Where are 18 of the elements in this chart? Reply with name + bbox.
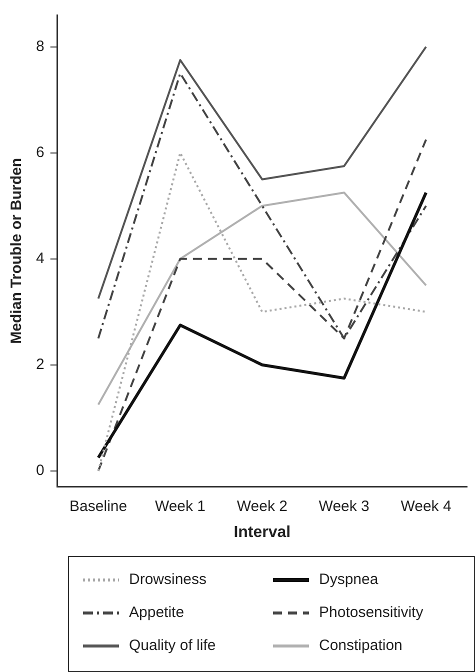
x-tick-label: Week 2 xyxy=(236,498,288,515)
y-tick-label: 4 xyxy=(36,250,44,267)
y-tick-label: 6 xyxy=(36,144,44,161)
x-tick-label: Week 1 xyxy=(154,498,206,515)
legend-label: Drowsiness xyxy=(129,571,207,588)
x-tick-label: Week 3 xyxy=(318,498,370,515)
legend-label: Dyspnea xyxy=(319,571,378,588)
x-tick-label: Week 4 xyxy=(400,498,452,515)
y-axis-title: Median Trouble or Burden xyxy=(8,158,26,344)
x-axis-title: Interval xyxy=(234,524,291,541)
legend-label: Quality of life xyxy=(129,637,216,654)
x-tick-label: Baseline xyxy=(70,498,128,515)
legend-label: Appetite xyxy=(129,604,184,621)
y-tick-label: 2 xyxy=(36,356,44,374)
y-tick-label: 8 xyxy=(36,38,44,55)
y-tick-label: 0 xyxy=(36,462,44,480)
legend-label: Constipation xyxy=(319,637,402,654)
legend-label: Photosensitivity xyxy=(319,604,424,621)
